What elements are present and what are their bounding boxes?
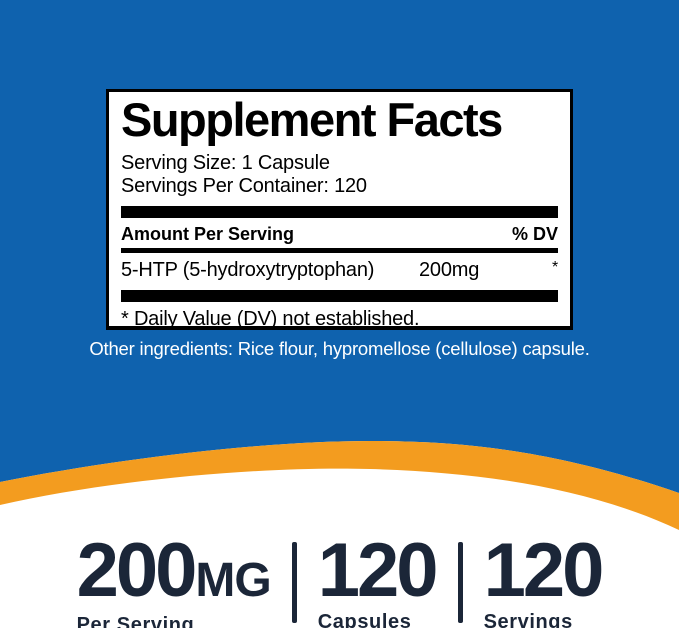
dv-footnote: * Daily Value (DV) not established. xyxy=(121,308,420,330)
stat-per-serving-value: 200 xyxy=(76,528,198,613)
stat-per-serving-label: Per Serving xyxy=(76,614,195,628)
amount-header-row: Amount Per Serving % DV xyxy=(121,224,558,244)
stat-servings-label: Servings xyxy=(483,611,573,628)
supplement-facts-title: Supplement Facts xyxy=(121,93,503,146)
stat-per-serving-value-line: 200 MG xyxy=(76,528,272,613)
stat-per-serving-unit: MG xyxy=(195,554,271,607)
stat-capsules-label: Capsules xyxy=(317,611,412,628)
orange-wave-graphic xyxy=(0,430,679,530)
stat-servings-value: 120 xyxy=(483,528,605,613)
stat-servings-value-line: 120 xyxy=(483,528,605,613)
stat-divider-1 xyxy=(291,542,297,623)
stat-divider-2 xyxy=(457,542,463,623)
servings-per-container: Servings Per Container: 120 xyxy=(121,175,367,197)
stat-capsules: 120 Capsules xyxy=(317,528,439,628)
stat-capsules-value-line: 120 xyxy=(317,528,439,613)
nutrient-name: 5-HTP (5-hydroxytryptophan) xyxy=(121,259,375,281)
stat-servings: 120 Servings xyxy=(483,528,605,628)
stat-capsules-value: 120 xyxy=(317,528,439,613)
nutrient-amount: 200mg xyxy=(419,259,480,281)
stat-per-serving: 200 MG Per Serving xyxy=(76,528,272,628)
divider-bar-thin xyxy=(121,248,558,253)
nutrient-dv-asterisk: * xyxy=(551,259,558,276)
serving-size: Serving Size: 1 Capsule xyxy=(121,152,330,174)
divider-bar-top xyxy=(121,206,558,218)
other-ingredients-line: Other ingredients: Rice flour, hypromell… xyxy=(89,338,590,359)
supplement-facts-panel: Supplement Facts Serving Size: 1 Capsule… xyxy=(106,89,573,330)
amount-per-serving-header: Amount Per Serving xyxy=(121,224,295,244)
divider-bar-bottom xyxy=(121,290,558,302)
serving-info: Serving Size: 1 Capsule Servings Per Con… xyxy=(121,152,558,198)
stats-row: 200 MG Per Serving 120 Capsules 120 Serv… xyxy=(0,528,679,628)
nutrient-row: 5-HTP (5-hydroxytryptophan) 200mg * xyxy=(121,259,558,281)
percent-dv-header: % DV xyxy=(511,224,558,244)
